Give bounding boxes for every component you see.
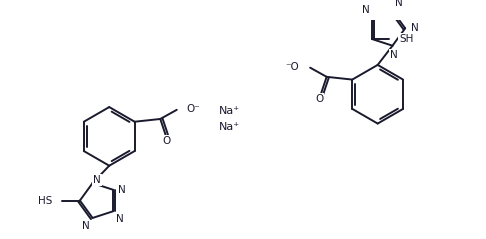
Text: O: O <box>315 94 324 104</box>
Text: N: N <box>93 175 101 185</box>
Text: HS: HS <box>38 196 52 206</box>
Text: SH: SH <box>399 34 414 44</box>
Text: ⁻O: ⁻O <box>285 62 299 72</box>
Text: O⁻: O⁻ <box>186 104 200 114</box>
Text: N: N <box>82 221 90 231</box>
Text: N: N <box>390 50 398 60</box>
Text: N: N <box>116 214 123 224</box>
Text: N: N <box>118 185 125 195</box>
Text: O: O <box>162 136 171 146</box>
Text: N: N <box>411 23 418 33</box>
Text: Na⁺: Na⁺ <box>219 106 240 116</box>
Text: Na⁺: Na⁺ <box>219 122 240 132</box>
Text: N: N <box>395 0 403 8</box>
Text: N: N <box>362 5 369 15</box>
